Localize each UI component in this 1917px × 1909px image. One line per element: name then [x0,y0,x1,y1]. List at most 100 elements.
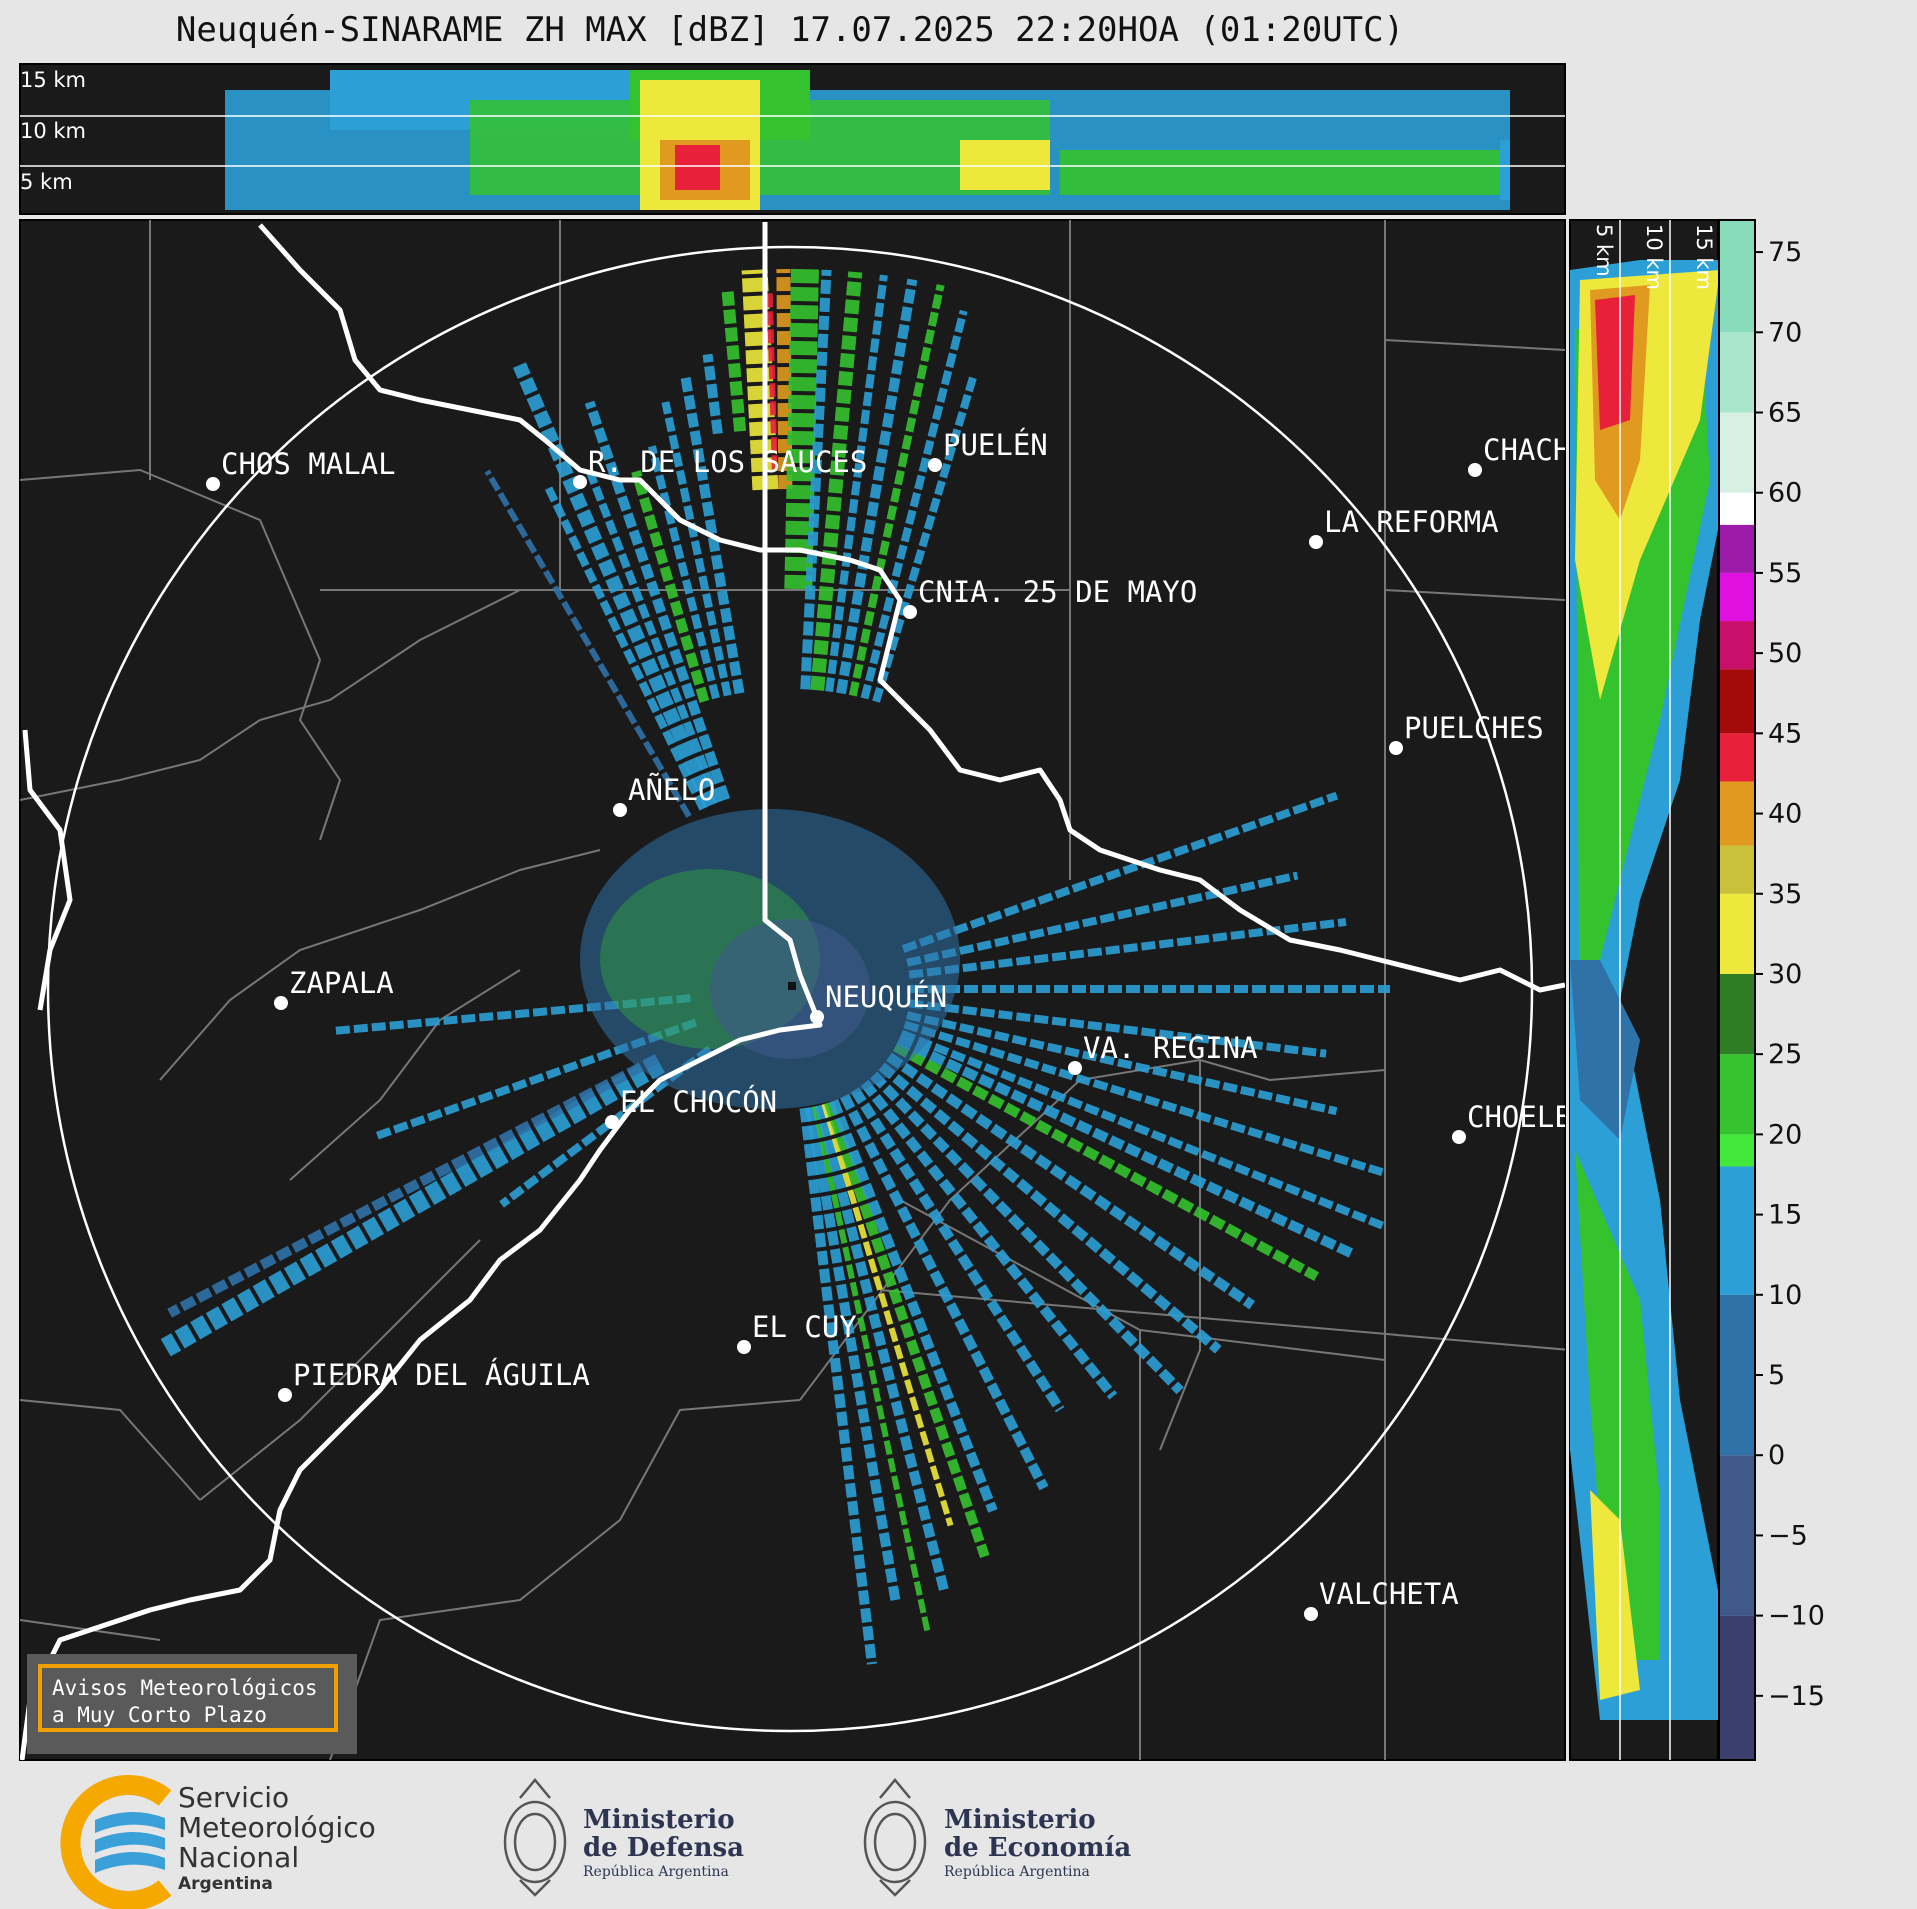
top-height-label-5: 5 km [20,170,73,194]
city-marker [573,475,587,489]
colorbar-tick-label: 70 [1768,317,1802,348]
alert-badge-line2: a Muy Corto Plazo [52,1703,267,1727]
city-markers: CHOS MALAL R. DE LOS SAUCES PUELÉN CHACH LA … [206,428,1570,1621]
city-marker [810,1010,824,1024]
colorbar-tick-label: −10 [1768,1601,1825,1632]
smn-line1: Servicio [178,1781,290,1814]
city-marker [737,1340,751,1354]
smn-logo-text: Servicio Meteorológico Nacional Argentin… [178,1783,376,1895]
colorbar-segment [1719,572,1755,622]
colorbar-tick-label: −15 [1768,1681,1825,1712]
economia-sub: República Argentina [944,1864,1090,1880]
economia-logo-text: Ministerio de Economía República Argenti… [944,1806,1131,1882]
colorbar-segment [1719,1455,1755,1616]
colorbar-segment [1719,220,1755,333]
smn-line3: Nacional [178,1841,300,1874]
colorbar-segment [1719,1615,1755,1760]
defensa-line2: de Defensa [583,1833,744,1863]
alert-badge-background [27,1654,357,1754]
colorbar-segment [1719,332,1755,413]
colorbar-tick-label: 50 [1768,638,1802,669]
city-label: PIEDRA DEL ÁGUILA [293,1358,590,1392]
colorbar-segment [1719,1294,1755,1456]
radar-range-ring [46,245,1534,1733]
defensa-logo-text: Ministerio de Defensa República Argentin… [583,1806,744,1882]
alert-badge: Avisos Meteorológicos a Muy Corto Plazo [38,1664,338,1732]
radar-site-marker [788,982,796,990]
city-marker [1389,741,1403,755]
colorbar-tick-label: 0 [1768,1440,1785,1471]
radar-echo-layer [160,268,1390,1665]
colorbar-tick-label: −5 [1768,1520,1808,1551]
city-label: R. DE LOS SAUCES [588,445,867,479]
economia-line2: de Economía [944,1833,1132,1863]
smn-logo-icon [60,1775,172,1909]
city-marker [1452,1130,1466,1144]
city-label: VA. REGINA [1083,1031,1258,1065]
city-marker [928,458,942,472]
city-label: PUELÉN [943,428,1048,462]
city-marker [274,996,288,1010]
city-marker [903,605,917,619]
colorbar-segment [1719,524,1755,573]
colorbar-segment [1719,781,1755,846]
colorbar-segment [1719,621,1755,670]
defensa-seal-icon [503,1778,567,1897]
city-marker [1468,463,1482,477]
colorbar-tick-label: 10 [1768,1280,1802,1311]
colorbar-tick-label: 60 [1768,478,1802,509]
colorbar-tick-label: 65 [1768,398,1802,429]
economia-seal-icon [863,1778,927,1897]
colorbar-tick-label: 40 [1768,799,1802,830]
colorbar-segment [1719,492,1755,525]
colorbar-tick-label: 20 [1768,1119,1802,1150]
colorbar-segment [1719,1054,1755,1135]
city-label: AÑELO [628,773,715,807]
city-marker [206,477,220,491]
city-label: CHOS MALAL [221,447,396,481]
smn-country: Argentina [178,1874,273,1894]
city-label: LA REFORMA [1324,505,1499,539]
colorbar-tick-label: 55 [1768,558,1802,589]
city-marker [278,1388,292,1402]
city-label: VALCHETA [1319,1577,1459,1611]
defensa-sub: República Argentina [583,1864,729,1880]
colorbar-tick-label: 30 [1768,959,1802,990]
city-label: ZAPALA [289,966,394,1000]
city-label: CHACH [1483,433,1570,467]
colorbar-segment [1719,1134,1755,1167]
colorbar [1719,220,1755,1760]
economia-line1: Ministerio [944,1805,1096,1835]
colorbar-tick-label: 45 [1768,718,1802,749]
colorbar-segment [1719,412,1755,493]
page-title: Neuquén-SINARAME ZH MAX [dBZ] 17.07.2025… [175,10,1405,50]
colorbar-segment [1719,973,1755,1055]
colorbar-segment [1719,733,1755,782]
city-marker [605,1115,619,1129]
side-echo-layer [1570,260,1718,1720]
city-marker [613,803,627,817]
side-height-label-15: 15 km [1692,224,1716,290]
city-label: EL CUY [752,1310,857,1344]
city-label: NEUQUÉN [825,980,947,1014]
city-marker [1068,1061,1082,1075]
city-marker [1304,1607,1318,1621]
city-label: EL CHOCÓN [620,1085,777,1119]
alert-badge-line1: Avisos Meteorológicos [52,1676,318,1700]
top-echo-layer [225,70,1510,210]
side-height-label-5: 5 km [1592,224,1616,277]
city-label: PUELCHES [1404,711,1544,745]
colorbar-frame [1718,219,1756,1761]
colorbar-segment [1719,669,1755,734]
colorbar-segment [1719,1166,1755,1295]
colorbar-segment [1719,845,1755,894]
top-height-label-15: 15 km [20,68,86,92]
side-height-label-10: 10 km [1642,224,1666,290]
colorbar-segment [1719,893,1755,974]
smn-line2: Meteorológico [178,1811,376,1844]
colorbar-tick-label: 35 [1768,879,1802,910]
city-label: CNIA. 25 DE MAYO [918,575,1197,609]
top-height-label-10: 10 km [20,119,86,143]
